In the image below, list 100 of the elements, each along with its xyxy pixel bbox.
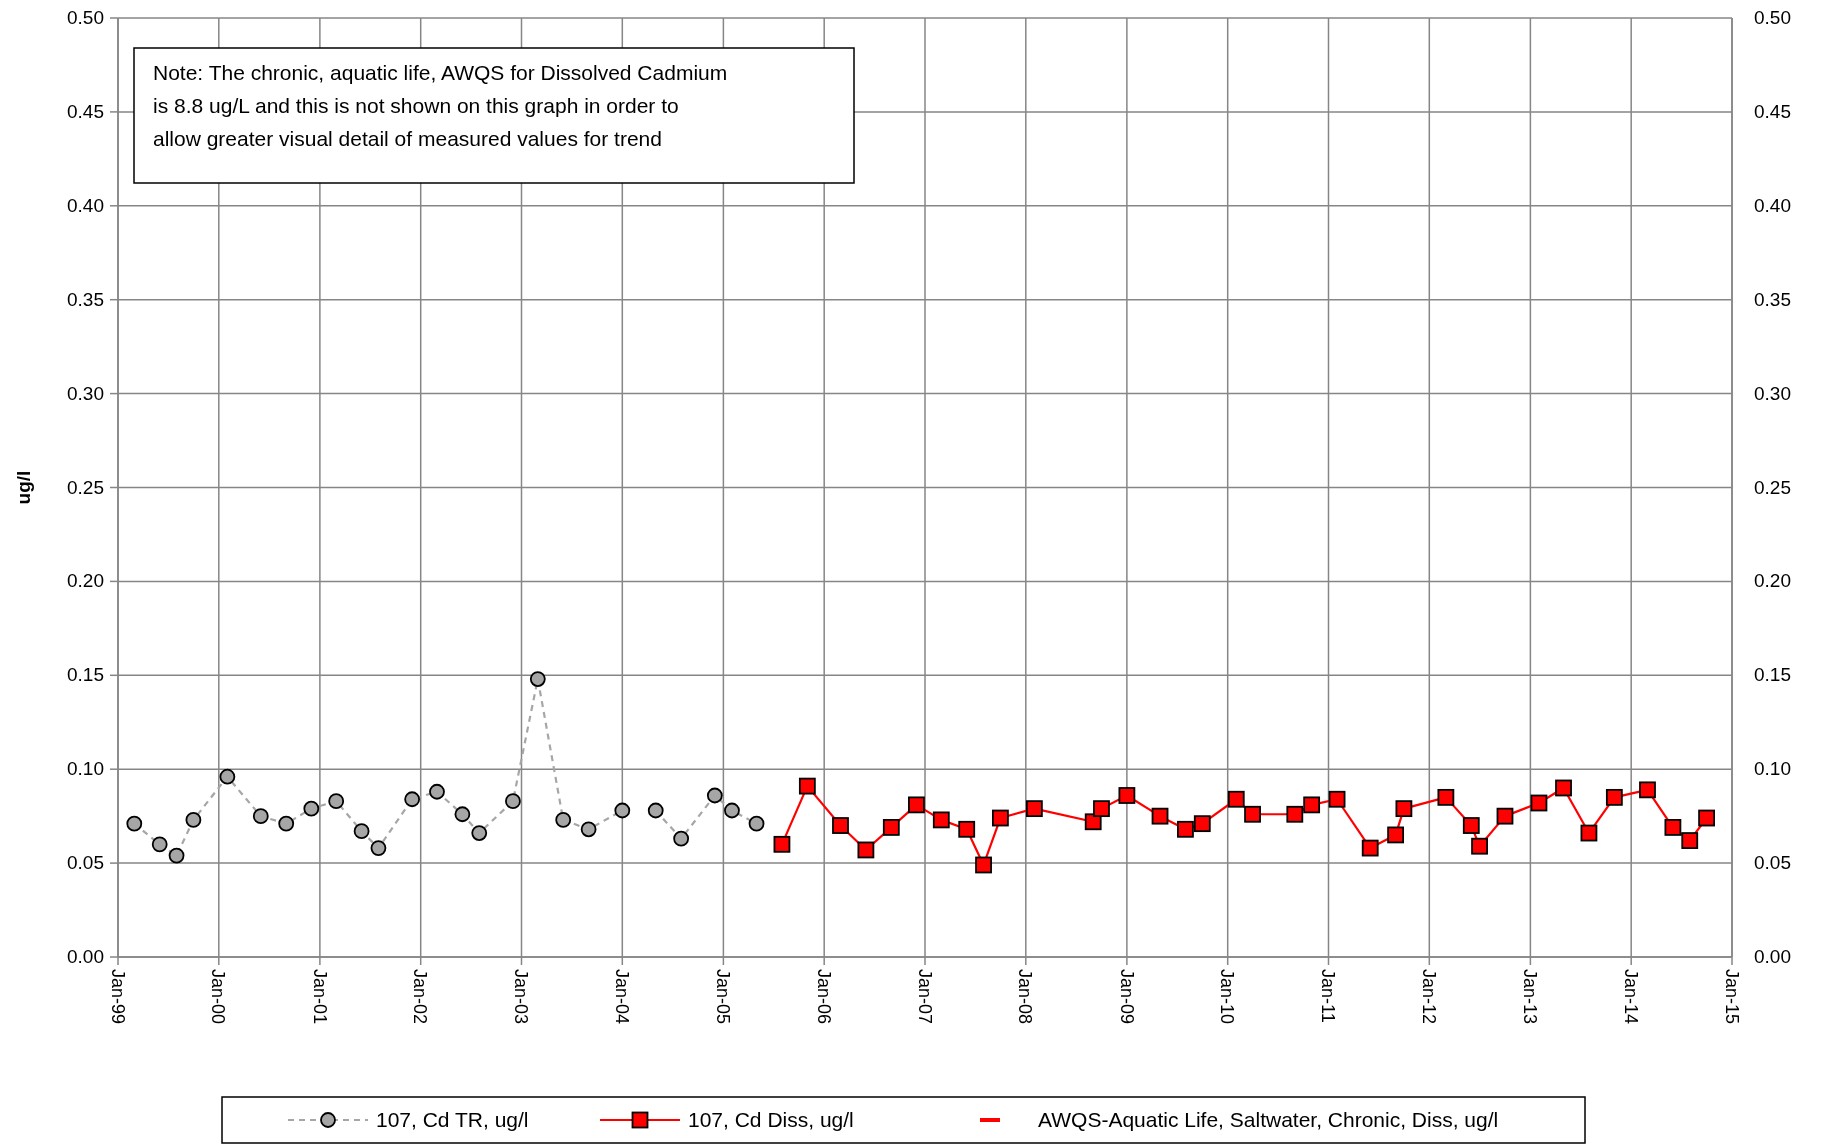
y2-tick-label: 0.15 bbox=[1754, 664, 1791, 686]
point bbox=[673, 830, 690, 847]
point bbox=[1093, 800, 1110, 818]
y-tick-label: 0.30 bbox=[67, 382, 104, 404]
y2-tick-label: 0.05 bbox=[1754, 852, 1791, 874]
x-tick-label: Jan-11 bbox=[1318, 969, 1339, 1023]
y-tick-label: 0.00 bbox=[67, 946, 104, 967]
y-tick-label: 0.25 bbox=[67, 476, 104, 498]
point bbox=[1151, 807, 1169, 825]
point bbox=[1698, 809, 1715, 827]
x-tick-label: Jan-04 bbox=[612, 969, 633, 1025]
point bbox=[529, 671, 546, 687]
point bbox=[471, 825, 488, 841]
x-tick-label: Jan-05 bbox=[713, 969, 734, 1025]
legend-label: 107, Cd TR, ug/l bbox=[376, 1108, 529, 1131]
point bbox=[992, 809, 1009, 827]
point bbox=[1244, 805, 1261, 823]
x-tick-label: Jan-99 bbox=[107, 969, 128, 1025]
point bbox=[1437, 788, 1455, 806]
point bbox=[958, 820, 976, 838]
legend-label: 107, Cd Diss, ug/l bbox=[688, 1108, 854, 1131]
x-tick-label: Jan-07 bbox=[914, 969, 935, 1025]
point bbox=[1530, 794, 1548, 812]
point bbox=[882, 819, 900, 836]
point bbox=[505, 793, 521, 810]
y-tick-label: 0.15 bbox=[67, 664, 104, 686]
y2-tick-label: 0.00 bbox=[1754, 946, 1791, 967]
point bbox=[555, 812, 572, 828]
point bbox=[580, 821, 597, 838]
x-tick-label: Jan-01 bbox=[309, 969, 330, 1025]
y2-tick-label: 0.40 bbox=[1754, 194, 1791, 216]
y-tick-label: 0.50 bbox=[67, 7, 104, 28]
point bbox=[748, 815, 765, 832]
point bbox=[1361, 839, 1379, 857]
x-tick-label: Jan-08 bbox=[1015, 969, 1036, 1025]
point bbox=[278, 815, 295, 832]
x-tick-label: Jan-14 bbox=[1620, 969, 1641, 1025]
legend-label: AWQS-Aquatic Life, Saltwater, Chronic, Diss, ug/l bbox=[1038, 1108, 1499, 1131]
point bbox=[219, 768, 236, 785]
x-tick-label: Jan-02 bbox=[410, 969, 431, 1025]
point bbox=[647, 802, 664, 819]
point bbox=[1328, 790, 1346, 808]
point bbox=[1681, 832, 1699, 849]
point bbox=[932, 811, 950, 829]
note-box: Note: The chronic, aquatic life, AWQS for Dissolved Cadmium is 8.8 ug/L and this is not shown on this graph in order to allow greater visual detail of measured values for trend bbox=[133, 47, 855, 184]
point bbox=[252, 808, 269, 825]
point bbox=[1471, 837, 1488, 855]
point bbox=[1118, 787, 1136, 804]
y-tick-label: 0.45 bbox=[67, 100, 104, 122]
y2-tick-label: 0.10 bbox=[1754, 758, 1791, 780]
point bbox=[908, 796, 925, 814]
y-tick-label: 0.20 bbox=[67, 570, 104, 592]
point bbox=[1286, 805, 1304, 823]
point bbox=[185, 812, 202, 828]
y-tick-label: 0.40 bbox=[67, 194, 104, 216]
point bbox=[1664, 819, 1682, 836]
y2-tick-label: 0.50 bbox=[1754, 7, 1791, 28]
x-tick-label: Jan-03 bbox=[511, 969, 532, 1025]
point bbox=[303, 800, 320, 817]
x-tick-label: Jan-06 bbox=[813, 969, 834, 1025]
y-axis-title: ug/l bbox=[13, 470, 34, 505]
point bbox=[1227, 790, 1245, 808]
x-tick-label: Jan-12 bbox=[1419, 969, 1440, 1025]
x-tick-label: Jan-13 bbox=[1520, 969, 1541, 1025]
y2-tick-label: 0.45 bbox=[1754, 100, 1791, 122]
point bbox=[168, 847, 185, 864]
y2-tick-label: 0.20 bbox=[1754, 570, 1791, 592]
point bbox=[724, 802, 740, 819]
point bbox=[1555, 779, 1572, 797]
point bbox=[429, 783, 445, 800]
point bbox=[151, 836, 168, 853]
point bbox=[328, 793, 345, 810]
annotation: Note: The chronic, aquatic life, AWQS for Dissolved Cadmium is 8.8 ug/L and this is not shown on this graph in order to allow greater visual detail of measured values for trend bbox=[153, 61, 728, 150]
point bbox=[614, 802, 631, 819]
point bbox=[857, 841, 875, 859]
x-tick-label: Jan-15 bbox=[1721, 969, 1742, 1025]
x-tick-label: Jan-00 bbox=[208, 969, 229, 1025]
point bbox=[798, 777, 816, 795]
point bbox=[975, 856, 992, 874]
point bbox=[1605, 788, 1623, 806]
point bbox=[1025, 800, 1043, 818]
x-tick-label: Jan-09 bbox=[1116, 969, 1137, 1025]
point bbox=[1387, 826, 1405, 844]
y-tick-label: 0.10 bbox=[67, 758, 104, 780]
point bbox=[126, 815, 143, 832]
point bbox=[1177, 820, 1194, 838]
point bbox=[1303, 796, 1321, 814]
point bbox=[1193, 815, 1211, 833]
point bbox=[1580, 824, 1598, 842]
point bbox=[706, 787, 723, 804]
point bbox=[454, 806, 471, 823]
point bbox=[404, 791, 421, 808]
y2-tick-label: 0.30 bbox=[1754, 382, 1791, 404]
y2-tick-label: 0.35 bbox=[1754, 288, 1791, 310]
point bbox=[1462, 817, 1480, 834]
point bbox=[353, 823, 370, 840]
point bbox=[1395, 800, 1413, 818]
point bbox=[773, 835, 791, 853]
y-tick-label: 0.05 bbox=[67, 852, 104, 874]
point bbox=[1639, 781, 1656, 799]
